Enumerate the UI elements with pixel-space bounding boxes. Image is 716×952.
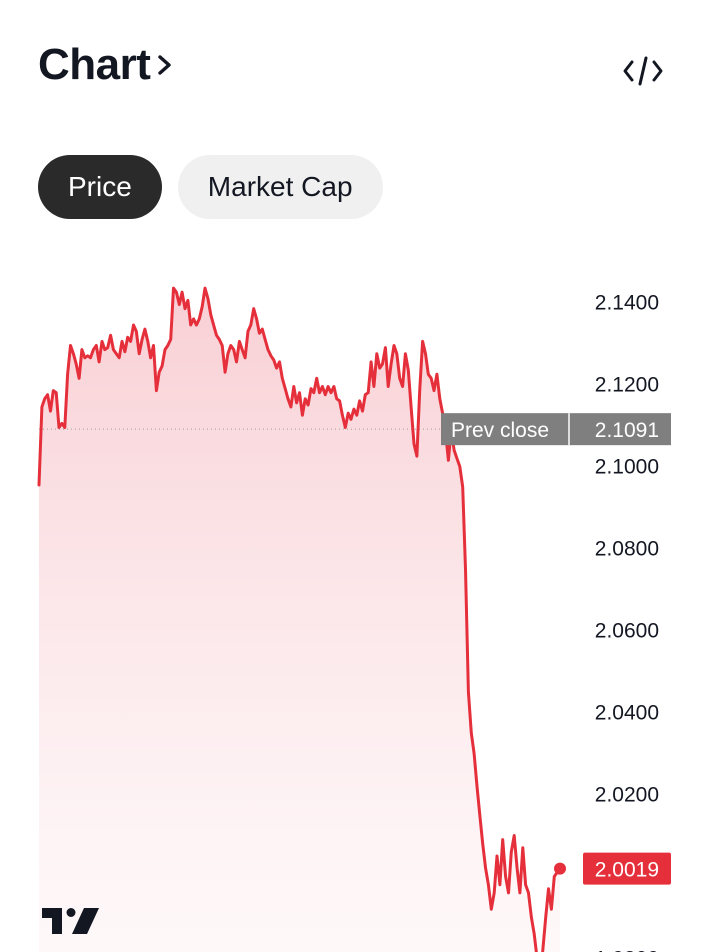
- prev-close-label: Prev close: [451, 419, 549, 442]
- last-price-dot: [554, 862, 566, 875]
- tradingview-logo[interactable]: [42, 908, 99, 934]
- last-price-value: 2.0019: [595, 859, 659, 882]
- price-chart[interactable]: 2.1400 2.1200 2.1000 2.0800 2.0600 2.0400 2.02…: [0, 240, 716, 952]
- y-tick-label: 2.1200: [595, 373, 659, 396]
- y-tick-label: 2.0400: [595, 701, 659, 724]
- y-tick-label: 2.0800: [595, 537, 659, 560]
- tab-price[interactable]: Price: [38, 155, 162, 219]
- price-line: [37, 286, 562, 952]
- prev-close-value: 2.1091: [595, 419, 659, 442]
- y-tick-label: 2.1000: [595, 455, 659, 478]
- code-icon[interactable]: [620, 48, 666, 94]
- price-area-fill: [39, 288, 560, 952]
- prev-close-tag: Prev close 2.1091: [441, 413, 671, 446]
- last-price-tag: 2.0019: [583, 852, 671, 885]
- tab-market-cap[interactable]: Market Cap: [177, 155, 383, 219]
- page-title[interactable]: Chart: [38, 40, 151, 89]
- y-tick-label: 1.9800: [595, 947, 659, 952]
- y-tick-label: 2.0200: [595, 783, 659, 806]
- y-axis: 2.1400 2.1200 2.1000 2.0800 2.0600 2.0400 2.02…: [595, 291, 659, 952]
- y-tick-label: 2.0600: [595, 619, 659, 642]
- chevron-right-icon[interactable]: [156, 54, 174, 76]
- tab-bar: Price Market Cap: [38, 155, 383, 219]
- y-tick-label: 2.1400: [595, 291, 659, 314]
- chart-header[interactable]: Chart: [38, 40, 174, 90]
